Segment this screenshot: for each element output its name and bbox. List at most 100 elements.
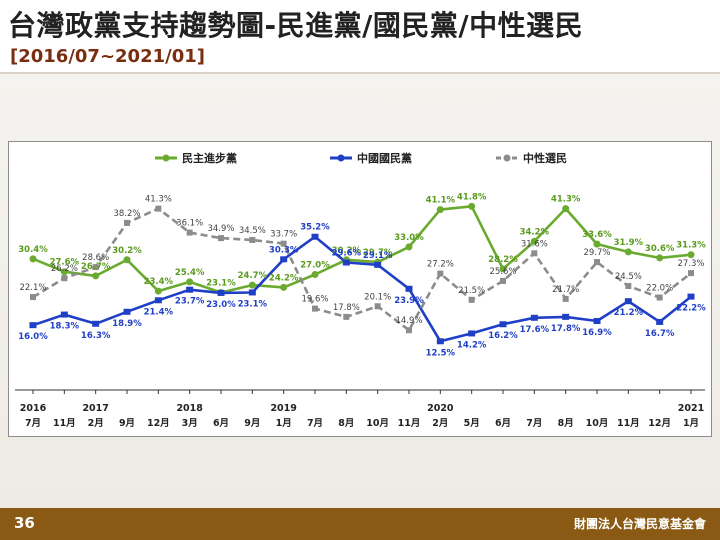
series-2-label-15: 25.6%	[489, 267, 516, 277]
x-tick-label-10: 8月	[338, 418, 354, 429]
series-2-label-12: 14.9%	[395, 316, 422, 326]
x-tick-label-3: 9月	[119, 418, 135, 429]
series-0-point-12	[405, 243, 413, 251]
x-tick-label-9: 7月	[307, 418, 323, 429]
series-1-point-15	[499, 321, 507, 328]
x-tick-label-2: 2月	[88, 418, 104, 429]
series-1-point-14	[468, 330, 476, 337]
x-tick-label-11: 10月	[366, 418, 389, 429]
footer-bar: 36 財團法人台灣民意基金會	[0, 508, 720, 540]
series-2-label-4: 41.3%	[145, 195, 172, 205]
series-0-point-20	[656, 254, 664, 262]
series-0-point-5	[186, 278, 194, 286]
series-2-point-4	[155, 205, 162, 212]
series-2-label-11: 20.1%	[364, 292, 391, 302]
series-0-label-18: 33.6%	[582, 230, 612, 240]
series-0-point-16	[530, 237, 538, 245]
legend-marker-1	[337, 154, 345, 162]
series-2-label-14: 21.5%	[458, 286, 485, 296]
series-1-point-5	[186, 286, 194, 293]
series-1-point-8	[280, 256, 288, 263]
series-line-2	[32, 207, 692, 332]
x-tick-label-14: 5月	[464, 418, 480, 429]
series-line-1	[32, 235, 692, 343]
series-1-label-16: 17.6%	[520, 325, 550, 335]
series-1-label-14: 14.2%	[457, 340, 487, 350]
series-1-point-13	[436, 338, 444, 345]
series-1-point-12	[405, 285, 413, 292]
series-2-point-1	[61, 275, 68, 282]
title-divider	[0, 72, 720, 74]
x-tick-label-15: 6月	[495, 418, 511, 429]
series-1-label-11: 29.1%	[363, 251, 393, 261]
series-2-point-14	[468, 296, 475, 303]
series-2-point-10	[343, 313, 350, 320]
x-tick-label-4: 12月	[147, 418, 170, 429]
series-1-point-4	[154, 297, 162, 304]
series-0-label-0: 30.4%	[18, 245, 48, 255]
series-1-point-11	[374, 261, 382, 268]
series-1-label-1: 18.3%	[50, 322, 80, 332]
series-1-label-15: 16.2%	[488, 331, 518, 341]
series-0-label-2: 26.7%	[81, 262, 111, 272]
series-2-label-8: 33.7%	[270, 230, 297, 240]
series-2-label-2: 28.6%	[82, 253, 109, 263]
series-0-point-14	[468, 202, 476, 210]
party-support-line-chart: 民主進步黨 中國國民黨 中性選民 7月 11月 2月 9月 12月 3月 6月 9月 1月 7月 8月 10…	[15, 151, 706, 429]
x-tick-label-1: 11月	[53, 418, 76, 429]
series-0-label-15: 28.2%	[488, 255, 518, 265]
x-year-label-1: 2017	[82, 403, 108, 414]
series-0-point-15	[499, 265, 507, 273]
series-line-0	[32, 205, 692, 294]
series-1-point-3	[123, 308, 131, 315]
series-0-label-4: 23.4%	[144, 277, 174, 287]
series-2-label-13: 27.2%	[427, 260, 454, 270]
series-2-point-6	[218, 235, 224, 242]
series-2-point-12	[406, 327, 412, 334]
series-0-label-10: 30.2%	[332, 246, 362, 256]
series-0-label-12: 33.0%	[394, 233, 424, 243]
series-1-point-17	[562, 313, 570, 320]
series-0-label-16: 34.2%	[520, 227, 550, 237]
series-1-point-9	[311, 233, 319, 240]
series-0-point-0	[29, 255, 37, 263]
series-1-point-16	[530, 314, 538, 321]
series-1-point-20	[656, 318, 664, 325]
x-tick-label-20: 12月	[648, 418, 671, 429]
series-2-label-20: 22.0%	[646, 284, 673, 294]
legend-label-0: 民主進步黨	[182, 151, 237, 165]
series-2-point-17	[562, 295, 569, 302]
chart-frame: 民主進步黨 中國國民黨 中性選民 7月 11月 2月 9月 12月 3月 6月 9月 1月 7月 8月 10…	[8, 141, 712, 437]
series-0-point-18	[593, 240, 601, 248]
series-2-point-20	[656, 294, 663, 301]
series-1-label-3: 18.9%	[112, 319, 142, 329]
series-2-label-7: 34.5%	[239, 226, 266, 236]
x-tick-label-0: 7月	[25, 418, 41, 429]
series-2-point-2	[92, 264, 99, 271]
series-0-label-11: 29.7%	[363, 248, 393, 258]
series-2-label-10: 17.8%	[333, 303, 360, 313]
page-title: 台灣政黨支持趨勢圖-民進黨/國民黨/中性選民	[8, 9, 584, 42]
x-year-label-2: 2018	[176, 403, 203, 414]
series-1-point-10	[342, 259, 350, 266]
series-2-point-7	[249, 236, 256, 243]
series-0-label-7: 24.7%	[238, 271, 268, 281]
series-2-label-19: 24.5%	[615, 272, 642, 282]
series-0-label-3: 30.2%	[112, 246, 142, 256]
series-0-label-6: 23.1%	[206, 278, 236, 288]
series-0-label-17: 41.3%	[551, 195, 581, 205]
series-0-point-21	[687, 251, 695, 259]
series-0-point-3	[123, 256, 131, 264]
series-2-point-15	[500, 277, 506, 284]
series-1-point-18	[593, 318, 601, 325]
series-2-point-11	[374, 303, 381, 310]
series-1-label-8: 30.3%	[269, 245, 299, 255]
series-2-label-1: 26.2%	[51, 264, 78, 274]
series-0-point-17	[562, 205, 570, 213]
x-year-label-4: 2020	[427, 403, 454, 414]
x-year-label-0: 2016	[20, 403, 47, 414]
series-0-point-7	[248, 281, 256, 289]
series-2-point-3	[124, 219, 130, 226]
x-tick-label-17: 8月	[558, 418, 574, 429]
series-1-label-10: 29.6%	[332, 249, 362, 259]
